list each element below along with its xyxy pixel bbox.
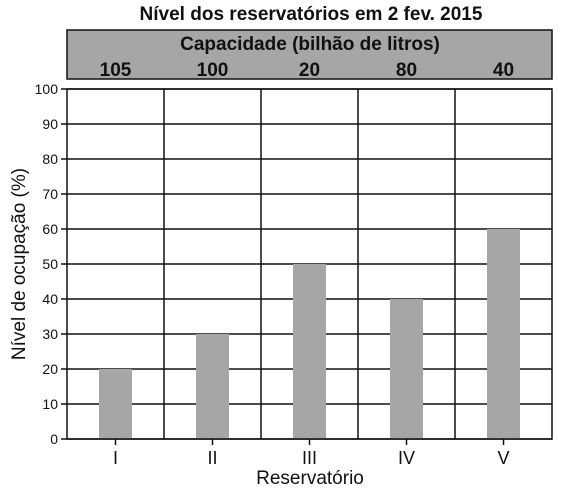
y-tick-label: 40: [42, 291, 58, 307]
y-tick-label: 90: [42, 116, 58, 132]
y-tick-label: 60: [42, 221, 58, 237]
y-axis-ticks: 0 10 20 30 40 50 60 70 80 90 100: [35, 81, 67, 447]
bar-I: [99, 369, 132, 439]
y-tick-label: 0: [50, 431, 58, 447]
chart-title: Nível dos reservatórios em 2 fev. 2015: [140, 4, 483, 25]
y-tick-label: 20: [42, 361, 58, 377]
bar-II: [196, 334, 229, 439]
x-tick-label: V: [497, 448, 509, 468]
y-tick-label: 80: [42, 151, 58, 167]
y-tick-label: 70: [42, 186, 58, 202]
x-tick-label: IV: [398, 448, 415, 468]
capacity-value: 105: [100, 60, 132, 81]
capacity-value: 40: [493, 60, 514, 81]
capacity-header-title: Capacidade (bilhão de litros): [180, 34, 440, 55]
y-tick-label: 50: [42, 256, 58, 272]
y-axis-label: Nível de ocupação (%): [9, 168, 30, 360]
bar-IV: [390, 299, 423, 439]
capacity-values: 105 100 20 80 40: [100, 60, 514, 81]
capacity-value: 80: [396, 60, 417, 81]
x-axis-ticks: I II III IV V: [113, 439, 510, 468]
y-tick-label: 100: [35, 81, 59, 97]
y-tick-label: 10: [42, 396, 58, 412]
capacity-value: 20: [299, 60, 320, 81]
capacity-header-box: [66, 29, 553, 80]
y-tick-label: 30: [42, 326, 58, 342]
x-tick-label: II: [207, 448, 217, 468]
bars: [99, 229, 520, 439]
bar-III: [293, 264, 326, 439]
x-tick-label: I: [113, 448, 118, 468]
x-axis-label: Reservatório: [256, 468, 364, 489]
x-tick-label: III: [302, 448, 317, 468]
bar-V: [487, 229, 520, 439]
capacity-value: 100: [197, 60, 229, 81]
